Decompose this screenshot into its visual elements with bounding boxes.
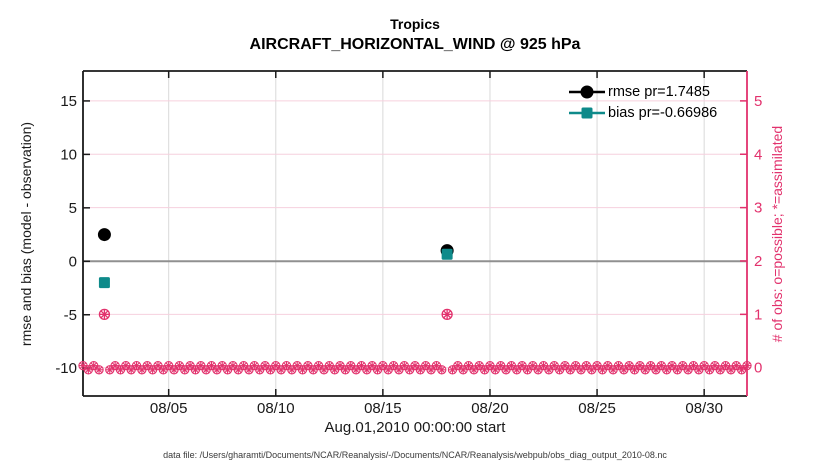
x-axis-label: Aug.01,2010 00:00:00 start <box>324 419 506 436</box>
right-tick-label: 5 <box>754 93 762 110</box>
obs-zero-marker <box>593 362 601 369</box>
left-tick-label: 5 <box>69 200 77 217</box>
obs-zero-marker <box>475 362 483 369</box>
obs-zero-marker <box>540 362 547 369</box>
obs-zero-marker <box>454 362 462 369</box>
circle-marker-icon <box>569 85 605 99</box>
obs-zero-marker <box>700 362 708 369</box>
obs-zero-marker <box>133 362 140 369</box>
x-tick-label: 08/10 <box>257 400 295 417</box>
obs-zero-marker <box>636 362 644 369</box>
obs-zero-marker <box>293 362 301 369</box>
obs-zero-marker <box>90 362 97 369</box>
obs-zero-marker <box>679 362 687 369</box>
obs-zero-marker <box>722 362 729 369</box>
obs-zero-marker <box>358 362 365 369</box>
right-tick-label: 0 <box>754 360 762 377</box>
obs-zero-marker <box>326 362 333 369</box>
obs-zero-marker <box>261 362 269 369</box>
legend-label-rmse: rmse pr=1.7485 <box>608 84 710 100</box>
obs-zero-marker <box>401 362 408 369</box>
obs-zero-marker <box>422 362 429 369</box>
obs-zero-marker <box>240 362 247 369</box>
obs-zero-marker <box>143 362 151 369</box>
obs-zero-marker <box>411 362 419 369</box>
obs-zero-marker <box>486 362 494 369</box>
obs-zero-marker <box>690 362 697 369</box>
obs-zero-marker <box>122 362 130 369</box>
obs-zero-marker <box>668 362 676 369</box>
obs-zero-marker <box>347 362 355 369</box>
legend-item-bias: bias pr=-0.66986 <box>568 103 717 123</box>
obs-zero-marker <box>615 362 622 369</box>
legend-item-rmse: rmse pr=1.7485 <box>568 82 717 102</box>
obs-zero-marker <box>647 362 654 369</box>
obs-zero-marker <box>529 362 537 369</box>
x-tick-label: 08/05 <box>150 400 188 417</box>
obs-zero-marker <box>465 362 472 369</box>
obs-zero-marker <box>550 362 558 369</box>
obs-zero-marker <box>625 362 633 369</box>
obs-zero-marker <box>79 362 87 369</box>
legend: rmse pr=1.7485 bias pr=-0.66986 <box>568 82 717 123</box>
data-file-caption: data file: /Users/gharamti/Documents/NCA… <box>163 450 667 460</box>
chart-subtitle: AIRCRAFT_HORIZONTAL_WIND @ 925 hPa <box>249 36 581 53</box>
obs-zero-marker <box>433 362 440 369</box>
left-tick-label: -5 <box>64 307 77 324</box>
left-tick-label: 10 <box>60 146 77 163</box>
obs-zero-marker <box>154 362 162 369</box>
right-tick-label: 2 <box>754 253 762 270</box>
obs-zero-marker <box>561 362 569 369</box>
obs-count-marker <box>443 310 452 319</box>
bias-marker <box>98 277 110 289</box>
obs-zero-marker <box>604 362 612 369</box>
obs-zero-marker <box>165 362 172 369</box>
right-tick-label: 4 <box>754 146 762 163</box>
obs-zero-marker <box>368 362 376 369</box>
obs-zero-marker <box>379 362 387 369</box>
right-tick-label: 3 <box>754 200 762 217</box>
left-tick-label: -10 <box>55 360 77 377</box>
obs-zero-marker <box>95 366 103 374</box>
obs-zero-marker <box>111 362 119 369</box>
obs-zero-marker <box>229 362 237 369</box>
obs-zero-marker <box>315 362 322 369</box>
obs-zero-marker <box>497 362 504 369</box>
obs-zero-marker <box>208 362 215 369</box>
obs-zero-marker <box>251 362 258 369</box>
right-tick-label: 1 <box>754 306 762 323</box>
obs-zero-marker <box>186 362 194 369</box>
obs-zero-marker <box>390 362 397 369</box>
obs-zero-marker <box>658 362 665 369</box>
x-tick-label: 08/15 <box>364 400 402 417</box>
obs-zero-marker <box>176 362 183 369</box>
x-tick-label: 08/25 <box>578 400 616 417</box>
obs-zero-marker <box>572 362 579 369</box>
legend-label-bias: bias pr=-0.66986 <box>608 105 718 121</box>
obs-zero-marker <box>304 362 312 369</box>
obs-zero-marker <box>583 362 590 369</box>
obs-zero-marker <box>733 362 740 369</box>
obs-zero-marker <box>272 362 280 369</box>
obs-zero-marker <box>508 362 515 369</box>
obs-zero-marker <box>283 362 290 369</box>
left-tick-label: 15 <box>60 93 77 110</box>
obs-zero-marker <box>197 362 205 369</box>
x-tick-label: 08/30 <box>685 400 723 417</box>
rmse-marker <box>97 228 111 242</box>
bias-marker <box>441 248 453 260</box>
obs-count-marker <box>100 310 109 319</box>
left-tick-label: 0 <box>69 253 77 270</box>
chart-title: Tropics <box>390 16 440 32</box>
obs-zero-marker <box>743 362 751 369</box>
x-tick-label: 08/20 <box>471 400 509 417</box>
square-marker-icon <box>569 107 605 119</box>
obs-zero-marker <box>518 362 526 369</box>
obs-zero-marker <box>336 362 344 369</box>
obs-zero-marker <box>218 362 226 369</box>
obs-zero-marker <box>711 362 719 369</box>
obs-zero-marker <box>438 366 446 374</box>
